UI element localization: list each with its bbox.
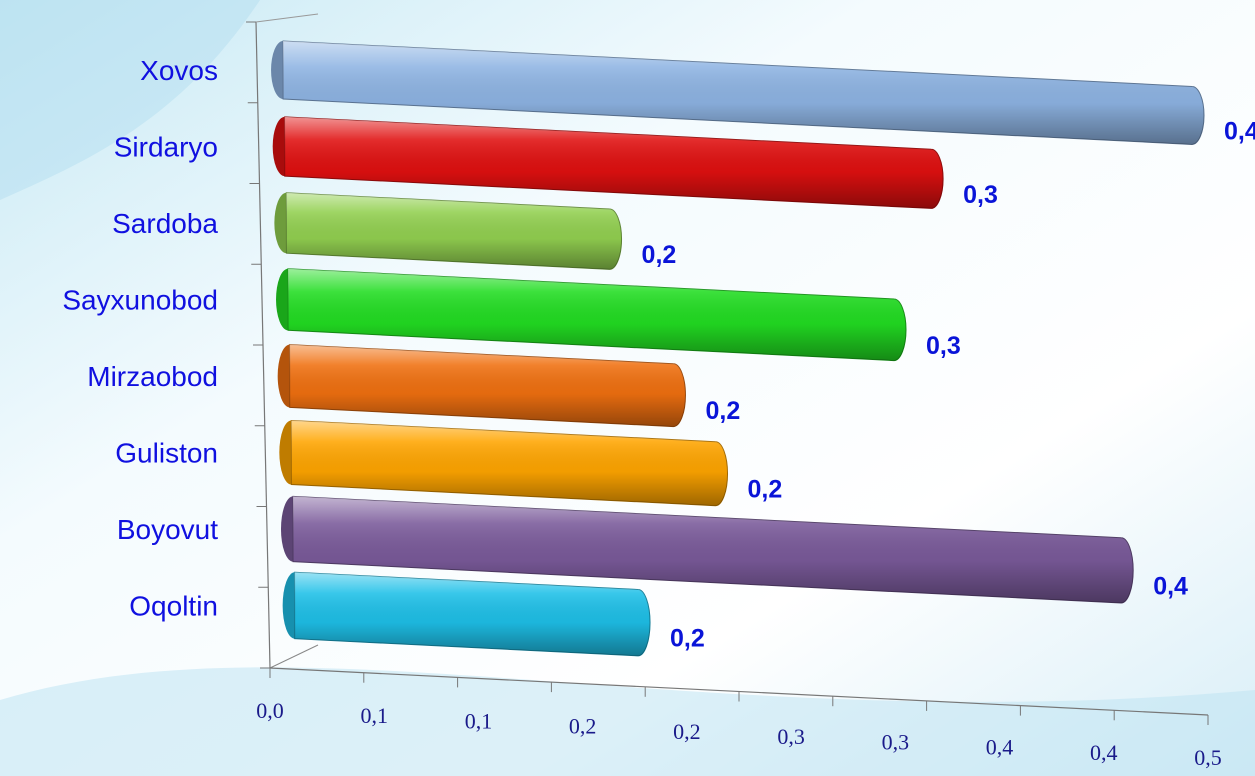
x-tick-label: 0,4 [986, 735, 1014, 760]
bar-sayxunobod [276, 268, 907, 362]
bar-gloss [291, 420, 728, 506]
x-tick-label: 0,2 [569, 714, 597, 739]
bar-sirdaryo [272, 116, 944, 209]
x-tick-labels: 0,0 0,1 0,1 0,2 0,2 0,3 0,3 0,4 0,4 0,5 [256, 698, 1222, 770]
bar-mirzaobod [277, 344, 686, 428]
x-tick-label: 0,5 [1194, 745, 1222, 770]
bar-boyovut [280, 495, 1134, 604]
category-label: Boyovut [117, 514, 218, 545]
y-axis-ticks [246, 21, 270, 669]
category-label: Mirzaobod [87, 361, 218, 392]
value-label: 0,2 [642, 241, 677, 269]
bar-gloss [286, 192, 622, 270]
category-label: Xovos [140, 55, 218, 86]
bars [271, 40, 1205, 657]
back-wall-top [255, 13, 319, 23]
value-labels: 0,4 0,3 0,2 0,3 0,2 0,2 0,4 0,2 [642, 117, 1255, 652]
value-label: 0,3 [926, 332, 961, 360]
x-tick-label: 0,0 [256, 698, 284, 723]
category-label: Sayxunobod [62, 285, 218, 316]
category-label: Sardoba [112, 208, 218, 239]
category-label: Sirdaryo [114, 132, 218, 163]
category-label: Oqoltin [129, 591, 218, 622]
bar-xovos [271, 40, 1205, 145]
x-tick-label: 0,1 [360, 703, 388, 728]
bar-gloss [284, 116, 944, 209]
value-label: 0,2 [748, 476, 783, 504]
value-label: 0,4 [1153, 572, 1188, 600]
bar-gloss [289, 344, 686, 427]
x-tick-label: 0,4 [1090, 740, 1118, 765]
bar-oqoltin [282, 571, 651, 657]
axes [246, 13, 1209, 725]
x-tick-label: 0,3 [882, 729, 910, 754]
x-tick-label: 0,1 [465, 708, 493, 733]
bar-gloss [292, 496, 1134, 604]
category-labels: Xovos Sirdaryo Sardoba Sayxunobod Mirzaobod G… [62, 55, 218, 622]
value-label: 0,4 [1224, 117, 1255, 145]
x-axis-ticks [269, 668, 1209, 725]
value-label: 0,2 [705, 397, 740, 425]
bar-gloss [283, 41, 1205, 145]
background-swoosh [0, 667, 1255, 776]
value-label: 0,3 [963, 181, 998, 209]
category-label: Guliston [115, 438, 218, 469]
bar-gloss [288, 268, 907, 361]
value-label: 0,2 [670, 625, 705, 653]
bar-guliston [279, 419, 729, 507]
floor-depth-line [269, 644, 319, 669]
bar-gloss [294, 572, 651, 656]
background-swoosh-2 [0, 0, 260, 200]
bar-sardoba [274, 192, 623, 270]
x-tick-label: 0,3 [777, 724, 805, 749]
x-tick-label: 0,2 [673, 719, 701, 744]
